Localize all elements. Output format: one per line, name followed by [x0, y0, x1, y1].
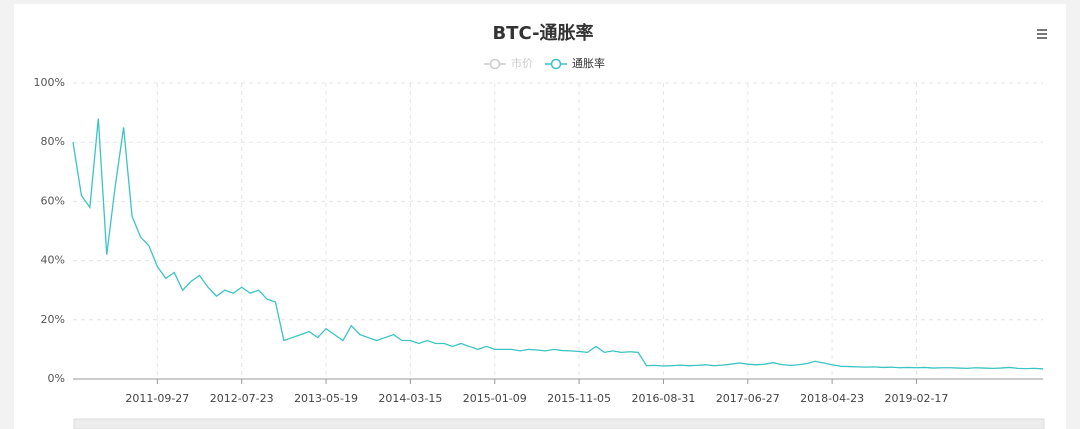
zoom-slider[interactable] [73, 418, 1045, 429]
x-tick-label: 2015-01-09 [463, 392, 527, 405]
y-tick-label: 100% [34, 76, 65, 89]
x-tick-label: 2018-04-23 [800, 392, 864, 405]
legend-item[interactable]: 通胀率 [545, 56, 605, 70]
x-tick-label: 2011-09-27 [125, 392, 189, 405]
legend-label: 市价 [511, 56, 533, 70]
legend-item[interactable]: 市价 [484, 56, 533, 70]
card [14, 4, 1066, 429]
y-tick-label: 0% [48, 372, 65, 385]
legend-marker [550, 58, 562, 70]
chart-title: BTC-通胀率 [492, 22, 593, 44]
x-tick-label: 2014-03-15 [378, 392, 442, 405]
data-line [72, 118, 1044, 370]
x-tick-label: 2012-07-23 [210, 392, 274, 405]
legend-label: 通胀率 [572, 56, 605, 70]
y-tick-label: 40% [41, 254, 65, 267]
x-tick-label: 2015-11-05 [547, 392, 611, 405]
x-tick-label: 2013-05-19 [294, 392, 358, 405]
y-tick-label: 60% [41, 194, 65, 207]
menu-icon[interactable] [1037, 29, 1047, 39]
x-tick-label: 2019-02-17 [885, 392, 949, 405]
y-tick-label: 20% [41, 313, 65, 326]
x-tick-label: 2017-06-27 [716, 392, 780, 405]
y-tick-label: 80% [41, 135, 65, 148]
x-tick-label: 2016-08-31 [631, 392, 695, 405]
legend-marker [489, 58, 501, 70]
